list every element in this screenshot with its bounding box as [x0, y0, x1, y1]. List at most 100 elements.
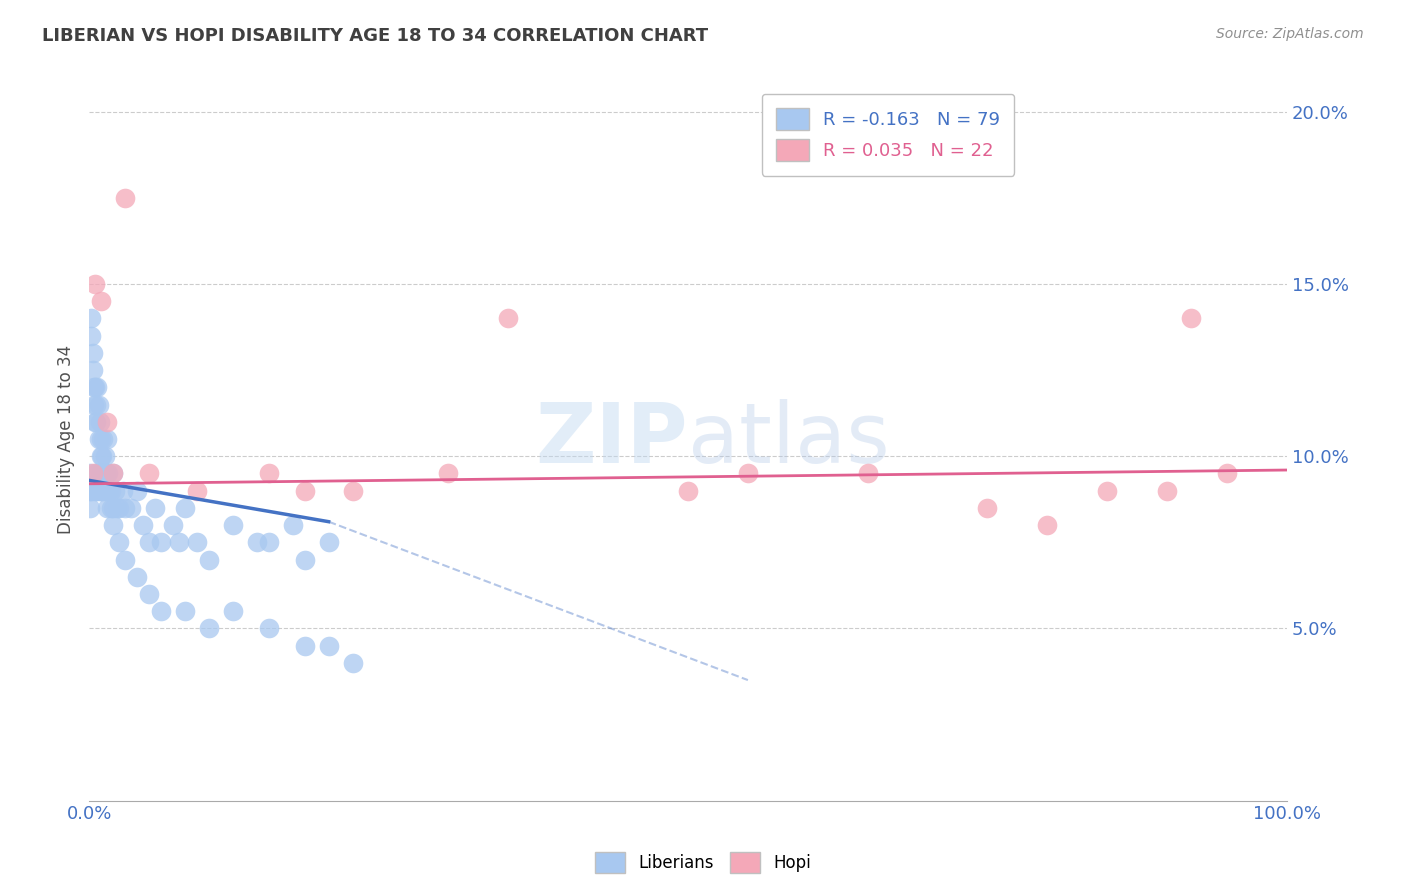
Point — [186, 483, 208, 498]
Point — [318, 535, 340, 549]
Point — [87, 467, 110, 481]
Point — [86, 380, 108, 394]
Point — [162, 518, 184, 533]
Point — [676, 483, 699, 498]
Point — [318, 639, 340, 653]
Point — [125, 570, 148, 584]
Point — [101, 518, 124, 533]
Point — [125, 483, 148, 498]
Point — [167, 535, 190, 549]
Point — [93, 449, 115, 463]
Point — [1180, 311, 1202, 326]
Point — [437, 467, 460, 481]
Point — [80, 328, 103, 343]
Point — [108, 535, 131, 549]
Point — [91, 483, 114, 498]
Point — [79, 483, 101, 498]
Point — [98, 483, 121, 498]
Point — [111, 483, 134, 498]
Point — [101, 467, 124, 481]
Point — [1036, 518, 1059, 533]
Point — [96, 483, 118, 498]
Point — [96, 432, 118, 446]
Point — [84, 483, 107, 498]
Point — [90, 449, 112, 463]
Point — [294, 483, 316, 498]
Text: atlas: atlas — [688, 399, 890, 480]
Point — [976, 500, 998, 515]
Point — [87, 432, 110, 446]
Point — [257, 535, 280, 549]
Point — [120, 500, 142, 515]
Point — [89, 483, 111, 498]
Point — [79, 500, 101, 515]
Point — [82, 363, 104, 377]
Point — [246, 535, 269, 549]
Point — [174, 500, 197, 515]
Point — [101, 467, 124, 481]
Point — [90, 294, 112, 309]
Point — [82, 346, 104, 360]
Point — [84, 277, 107, 291]
Point — [84, 398, 107, 412]
Point — [86, 483, 108, 498]
Point — [90, 467, 112, 481]
Point — [198, 552, 221, 566]
Point — [100, 483, 122, 498]
Point — [143, 500, 166, 515]
Point — [84, 467, 107, 481]
Point — [101, 500, 124, 515]
Point — [1097, 483, 1119, 498]
Point — [84, 380, 107, 394]
Legend: R = -0.163   N = 79, R = 0.035   N = 22: R = -0.163 N = 79, R = 0.035 N = 22 — [762, 94, 1014, 176]
Point — [83, 398, 105, 412]
Legend: Liberians, Hopi: Liberians, Hopi — [588, 846, 818, 880]
Point — [83, 380, 105, 394]
Point — [104, 483, 127, 498]
Point — [79, 467, 101, 481]
Point — [105, 500, 128, 515]
Point — [132, 518, 155, 533]
Point — [90, 432, 112, 446]
Point — [94, 467, 117, 481]
Point — [138, 467, 160, 481]
Point — [80, 483, 103, 498]
Point — [737, 467, 759, 481]
Point — [108, 500, 131, 515]
Point — [149, 604, 172, 618]
Point — [294, 639, 316, 653]
Point — [96, 415, 118, 429]
Point — [342, 483, 364, 498]
Point — [281, 518, 304, 533]
Point — [294, 552, 316, 566]
Point — [91, 449, 114, 463]
Point — [93, 432, 115, 446]
Point — [114, 552, 136, 566]
Point — [100, 500, 122, 515]
Point — [222, 518, 245, 533]
Point — [96, 500, 118, 515]
Point — [222, 604, 245, 618]
Point — [138, 587, 160, 601]
Point — [342, 656, 364, 670]
Y-axis label: Disability Age 18 to 34: Disability Age 18 to 34 — [58, 344, 75, 533]
Point — [138, 535, 160, 549]
Text: Source: ZipAtlas.com: Source: ZipAtlas.com — [1216, 27, 1364, 41]
Point — [257, 467, 280, 481]
Point — [114, 500, 136, 515]
Point — [1156, 483, 1178, 498]
Point — [84, 415, 107, 429]
Point — [89, 415, 111, 429]
Point — [198, 622, 221, 636]
Point — [84, 415, 107, 429]
Point — [80, 311, 103, 326]
Point — [149, 535, 172, 549]
Point — [93, 483, 115, 498]
Text: LIBERIAN VS HOPI DISABILITY AGE 18 TO 34 CORRELATION CHART: LIBERIAN VS HOPI DISABILITY AGE 18 TO 34… — [42, 27, 709, 45]
Point — [498, 311, 520, 326]
Point — [114, 191, 136, 205]
Point — [856, 467, 879, 481]
Point — [96, 467, 118, 481]
Point — [87, 398, 110, 412]
Point — [257, 622, 280, 636]
